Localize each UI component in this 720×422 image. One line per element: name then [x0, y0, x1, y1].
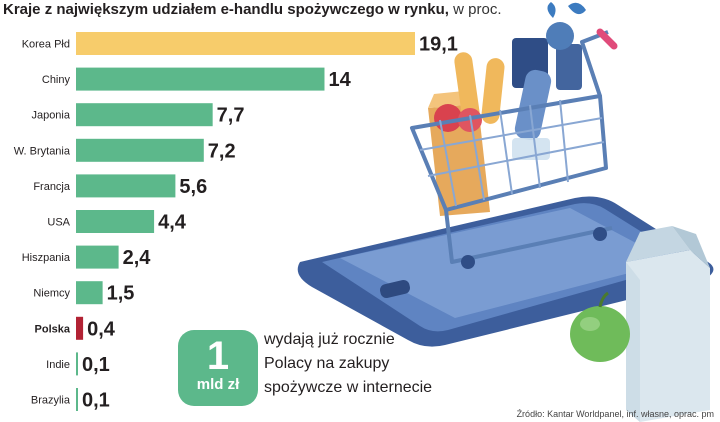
bar — [76, 210, 155, 233]
category-label: Niemcy — [33, 288, 70, 300]
cart-icon — [410, 2, 618, 269]
callout-unit: mld zł — [196, 376, 240, 393]
chart-title: Kraje z największym udziałem e-handlu sp… — [3, 1, 501, 18]
category-label: Polska — [35, 323, 71, 335]
category-label: Francja — [33, 181, 71, 193]
bar — [76, 103, 213, 127]
callout-badge: 1 mld zł — [178, 330, 258, 406]
bar — [76, 245, 119, 269]
callout-line: spożywcze w internecie — [264, 379, 433, 396]
category-label: Indie — [46, 359, 70, 371]
value-label: 0,1 — [82, 390, 110, 412]
value-label: 5,6 — [179, 176, 207, 198]
callout-number: 1 — [206, 334, 230, 378]
category-label: Japonia — [31, 110, 70, 122]
value-label: 2,4 — [123, 247, 152, 269]
value-label: 19,1 — [419, 34, 458, 56]
bar — [76, 316, 84, 340]
callout-text: wydają już rocznie Polacy na zakupy spoż… — [264, 328, 464, 400]
value-label: 7,7 — [217, 105, 245, 127]
bar — [76, 281, 103, 305]
bar — [76, 32, 415, 55]
bar — [76, 67, 325, 91]
bar — [76, 138, 204, 162]
category-label: Brazylia — [31, 395, 71, 407]
value-label: 0,4 — [87, 318, 116, 340]
value-label: 0,1 — [82, 354, 110, 376]
milk-carton-icon — [626, 226, 710, 422]
category-label: W. Brytania — [14, 145, 71, 157]
value-label: 7,2 — [208, 140, 236, 162]
bar — [76, 388, 78, 411]
callout-line: Polacy na zakupy — [264, 355, 390, 372]
value-label: 4,4 — [158, 212, 187, 234]
chart-title-main: Kraje z największym udziałem e-handlu sp… — [3, 1, 449, 18]
value-label: 1,5 — [107, 283, 135, 305]
source-note: Źródło: Kantar Worldpanel, inf. własne, … — [516, 409, 714, 419]
apple-icon — [570, 291, 630, 362]
bar — [76, 352, 78, 376]
bar — [76, 174, 176, 198]
chart-title-unit: w proc. — [448, 1, 502, 18]
callout-line: wydają już rocznie — [264, 331, 395, 348]
category-label: USA — [47, 217, 70, 229]
value-label: 14 — [328, 69, 351, 91]
category-label: Hiszpania — [22, 252, 71, 264]
category-label: Korea Płd — [22, 39, 70, 51]
category-label: Chiny — [42, 74, 71, 86]
